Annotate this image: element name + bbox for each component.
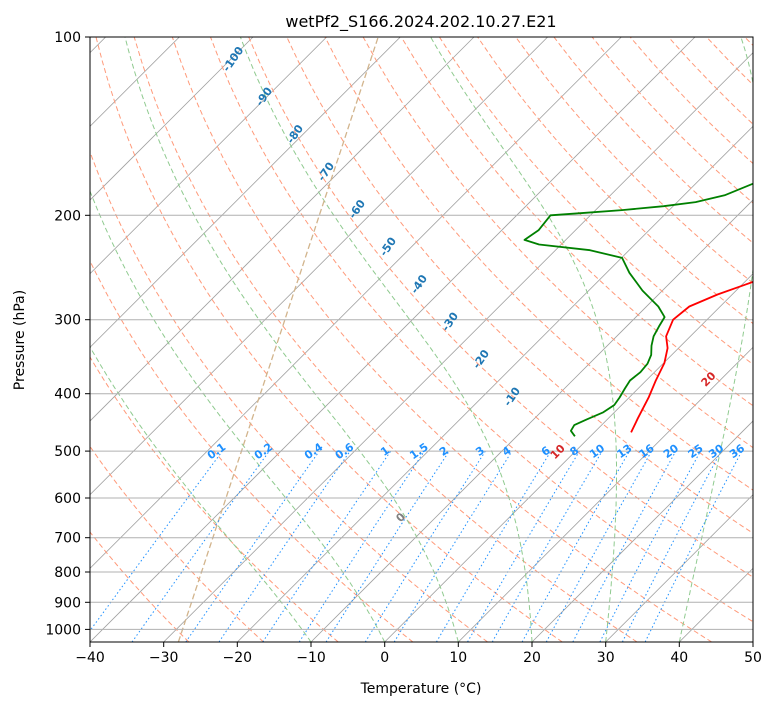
dry-adiabat-line — [90, 150, 488, 642]
x-tick-label: 50 — [744, 650, 762, 666]
y-tick-label: 700 — [54, 531, 81, 547]
isotherm-line — [90, 37, 475, 422]
mixing-ratio-line — [521, 450, 630, 642]
x-axis-label: Temperature (°C) — [360, 681, 482, 697]
mixing-ratio-line — [185, 450, 320, 642]
x-axis-ticks: −40 −30 −20 −10 0 10 20 30 40 50 — [75, 642, 762, 666]
dry-adiabat-line — [171, 37, 712, 642]
moist-adiabat-line — [124, 37, 459, 642]
mixing-ratio-line — [218, 450, 351, 642]
dry-adiabat-line — [324, 37, 753, 491]
y-tick-label: 1000 — [45, 622, 81, 638]
x-tick-label: −10 — [296, 650, 326, 666]
temperature-profile-line — [630, 280, 753, 433]
x-tick-label: 0 — [380, 650, 389, 666]
dry-adiabat-line — [95, 37, 563, 642]
sounding-profiles — [523, 182, 753, 437]
isotherm-line — [384, 273, 753, 642]
mixing-ratio-line — [131, 450, 270, 642]
dry-adiabat-line — [248, 37, 753, 578]
moist-adiabat-line — [90, 189, 386, 642]
y-tick-label: 600 — [54, 491, 81, 507]
isotherm-line — [90, 37, 327, 275]
moist-adiabat-line — [239, 37, 533, 642]
x-tick-label: −30 — [149, 650, 179, 666]
dry-adiabat-line — [438, 37, 753, 366]
dry-adiabat-line — [400, 37, 753, 407]
dry-adiabat-line — [90, 259, 414, 642]
y-axis-ticks: 100 200 300 400 500 600 700 800 900 1000 — [45, 30, 90, 638]
isotherm-line — [90, 37, 254, 201]
y-tick-label: 800 — [54, 565, 81, 581]
y-tick-label: 200 — [54, 208, 81, 224]
x-tick-label: −20 — [223, 650, 253, 666]
isotherm-line — [531, 420, 753, 642]
dewpoint-profile-line — [523, 182, 753, 437]
dry-adiabat-line — [90, 531, 190, 642]
mixing-ratio-line — [644, 450, 743, 642]
pressure-gridlines — [90, 37, 753, 630]
moist-adiabat-line — [678, 37, 753, 642]
x-tick-label: 20 — [523, 650, 541, 666]
dry-adiabat-line — [515, 37, 753, 284]
mixing-ratio-line — [545, 450, 653, 642]
y-tick-label: 500 — [54, 444, 81, 460]
isotherm-line — [90, 37, 696, 642]
mixing-ratio-line — [393, 450, 513, 642]
y-axis-label: Pressure (hPa) — [12, 290, 28, 390]
x-tick-label: −40 — [75, 650, 105, 666]
dry-adiabat-line — [90, 356, 339, 642]
chart-title: wetPf2_S166.2024.202.10.27.E21 — [285, 12, 556, 32]
y-tick-label: 100 — [54, 30, 81, 46]
plot-frame — [89, 36, 754, 643]
background-reference-lines — [90, 37, 753, 642]
x-tick-label: 40 — [670, 650, 688, 666]
mixing-ratio-line — [572, 450, 677, 642]
dry-adiabat-line — [210, 37, 753, 623]
dry-adiabat-line — [133, 37, 638, 642]
mixing-ratio-line — [298, 450, 425, 642]
y-tick-label: 300 — [54, 313, 81, 329]
isotherm-line — [237, 125, 753, 642]
mixing-ratio-line — [325, 450, 450, 642]
moist-adiabat-line — [430, 37, 617, 642]
mixing-ratio-line — [90, 450, 223, 632]
mixing-ratio-line — [262, 450, 392, 642]
isotherm-line — [90, 37, 622, 569]
x-tick-label: 10 — [449, 650, 467, 666]
frost-reference-curve — [177, 37, 379, 642]
isotherm-line — [90, 37, 548, 496]
dry-adiabat-line — [90, 445, 264, 642]
moist-adiabat-line — [90, 345, 312, 642]
isotherm-line — [90, 37, 401, 348]
y-tick-label: 400 — [54, 387, 81, 403]
isotherm-line — [605, 494, 753, 642]
isotherm-line — [458, 346, 753, 642]
y-tick-label: 900 — [54, 595, 81, 611]
x-tick-label: 30 — [597, 650, 615, 666]
isotherm-line — [163, 52, 753, 642]
